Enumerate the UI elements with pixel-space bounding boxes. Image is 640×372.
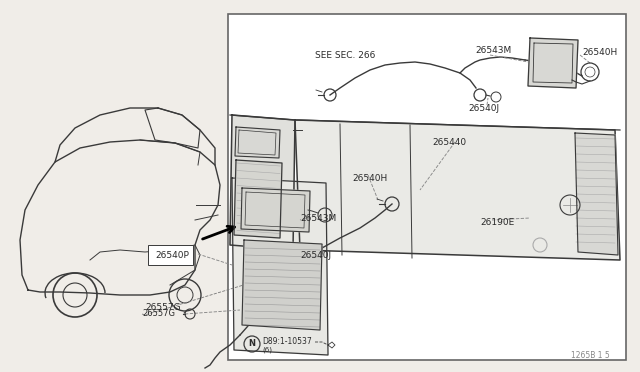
Text: 26540H: 26540H <box>352 173 387 183</box>
Text: 26557G: 26557G <box>142 310 175 318</box>
Text: 26540H: 26540H <box>582 48 617 57</box>
Text: 1265B 1 5: 1265B 1 5 <box>572 351 610 360</box>
Polygon shape <box>241 188 310 232</box>
Text: D89:1-10537: D89:1-10537 <box>262 337 312 346</box>
Text: SEE SEC. 266: SEE SEC. 266 <box>315 51 376 60</box>
Text: 26543M: 26543M <box>300 214 336 222</box>
Text: 265440: 265440 <box>432 138 466 147</box>
Polygon shape <box>235 127 280 158</box>
Text: N: N <box>248 340 255 349</box>
Polygon shape <box>528 38 578 88</box>
Text: 26543M: 26543M <box>475 45 511 55</box>
Bar <box>148 245 193 265</box>
Text: 26540P: 26540P <box>155 250 189 260</box>
Text: 26190E: 26190E <box>480 218 515 227</box>
Bar <box>228 14 626 360</box>
Polygon shape <box>230 115 295 250</box>
Polygon shape <box>242 240 322 330</box>
Polygon shape <box>232 178 328 355</box>
Text: (6): (6) <box>262 347 272 353</box>
Text: 26540J: 26540J <box>468 103 499 112</box>
Polygon shape <box>234 160 282 238</box>
Text: 26557G: 26557G <box>145 304 180 312</box>
Text: 26540J: 26540J <box>300 250 331 260</box>
Polygon shape <box>575 133 618 255</box>
Polygon shape <box>295 120 620 260</box>
